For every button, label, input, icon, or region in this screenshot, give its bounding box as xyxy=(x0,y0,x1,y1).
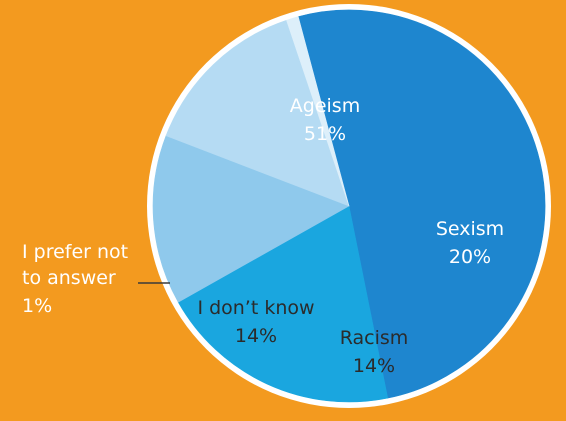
slice-name-sexism: Sexism xyxy=(436,218,504,240)
slice-value-ageism: 51% xyxy=(304,123,346,145)
slice-value-dont-know: 14% xyxy=(235,325,277,347)
pie-slice-racism xyxy=(152,135,350,303)
outside-value-prefer-not: 1% xyxy=(22,295,52,317)
pie-slices xyxy=(147,4,551,408)
slice-label-sexism: Sexism xyxy=(436,218,504,240)
slice-name-ageism: Ageism xyxy=(290,95,360,117)
pie-slice-i-don-t-know xyxy=(165,19,350,207)
slice-value-racism: 14% xyxy=(353,355,395,377)
outside-label-prefer-not-line1: I prefer not xyxy=(22,241,128,263)
slice-label-racism: Racism xyxy=(340,327,409,349)
slice-name-racism: Racism xyxy=(340,327,409,349)
slice-name-dont-know: I don’t know xyxy=(197,297,314,319)
pie-slice-ageism xyxy=(297,9,546,399)
slice-label-ageism: Ageism xyxy=(290,95,360,117)
slice-value-sexism: 20% xyxy=(449,246,491,268)
slice-label-dont-know: I don’t know xyxy=(197,297,314,319)
pie-slice-sexism xyxy=(177,205,389,403)
outside-label-prefer-not-line2: to answer xyxy=(22,267,116,289)
pie-slice-i-prefer-not-to-answer xyxy=(286,16,350,207)
